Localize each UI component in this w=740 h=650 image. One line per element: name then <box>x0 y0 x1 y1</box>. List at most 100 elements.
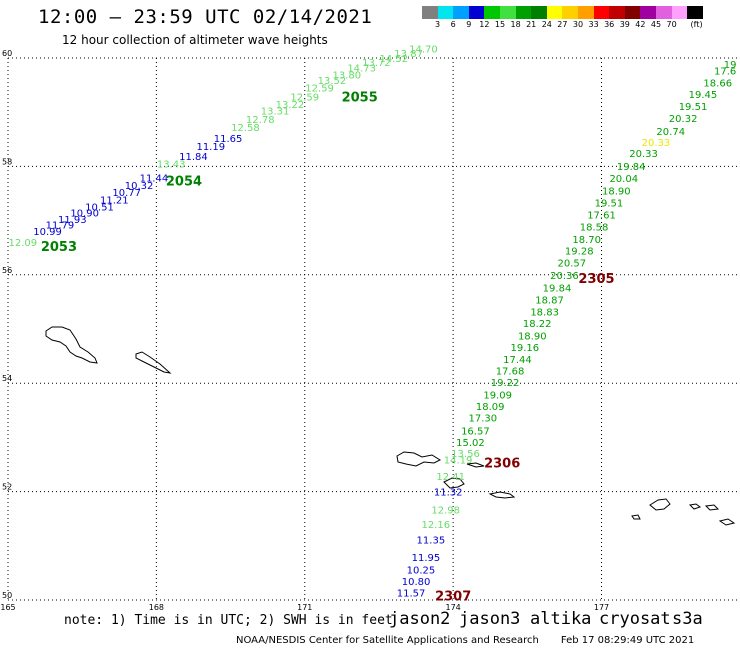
wave-height-label: 10.51 <box>85 202 114 213</box>
color-scale-label: 33 <box>588 20 599 29</box>
lon-tick-label: 171 <box>297 603 312 612</box>
color-scale-label: 45 <box>650 20 662 29</box>
color-scale-cell <box>671 6 688 19</box>
wave-height-label: 19.28 <box>565 247 594 258</box>
color-scale-cell <box>687 6 703 19</box>
map-subtitle: 12 hour collection of altimeter wave hei… <box>62 33 328 47</box>
wave-height-label: 12.59 <box>305 84 334 95</box>
pass-hour-label: 2055 <box>342 91 378 106</box>
credit-source: NOAA/NESDIS Center for Satellite Applica… <box>236 635 539 646</box>
wave-height-label: 20.33 <box>629 149 658 160</box>
wave-height-label: 12.41 <box>436 472 465 483</box>
wave-height-label: 12.78 <box>246 115 275 126</box>
color-scale-cell <box>609 6 625 19</box>
color-scale-label: 21 <box>526 20 537 29</box>
axis-ticks: 60 58 56 54 52 50 165 168 171 174 177 <box>0 49 609 612</box>
wave-height-label: 11.84 <box>179 152 208 163</box>
coastlines <box>45 326 736 526</box>
wave-height-label: 12.58 <box>231 123 260 134</box>
track-2306: 19.8418.8718.8318.2218.9019.1617.4417.68… <box>444 284 572 467</box>
wave-height-label: 13.31 <box>261 106 290 117</box>
color-scale-label: 70 <box>666 20 677 29</box>
legend-s3a: s3a <box>672 609 703 629</box>
wave-height-label: 16.57 <box>461 427 490 438</box>
island-rat-2 <box>688 503 702 510</box>
wave-height-label: 10.32 <box>125 181 154 192</box>
pass-hour-label: 2306 <box>484 456 520 471</box>
wave-height-label: 14.52 <box>379 54 408 65</box>
wave-height-label: 12.98 <box>431 505 460 516</box>
island-amchitka <box>488 491 516 499</box>
color-scale-label: 27 <box>557 20 568 29</box>
track-2054: 10.9911.7911.9310.9010.5111.2110.7710.32… <box>33 174 168 239</box>
pass-hour-label: 2305 <box>578 272 614 287</box>
color-scale-label: 12 <box>479 20 490 29</box>
wave-height-label: 19.51 <box>679 102 708 113</box>
wave-height-label: 20.04 <box>609 174 638 185</box>
wave-height-label: 20.57 <box>558 259 587 270</box>
wave-height-label: 17.30 <box>468 414 497 425</box>
wave-height-label: 18.83 <box>530 307 559 318</box>
track-2053: 12.09 <box>9 238 38 249</box>
wave-height-label: 10.25 <box>407 565 436 576</box>
color-scale-cell <box>624 6 641 19</box>
color-scale-labels: 3 6 9 12 15 18 21 24 27 30 33 36 39 42 45 70 (ft) <box>422 20 740 32</box>
wave-height-label: 18.90 <box>602 187 631 198</box>
color-scale-label: 15 <box>494 20 506 29</box>
pass-hour-label: 2307 <box>435 590 471 605</box>
color-scale-cell <box>531 6 547 19</box>
color-scale-cell <box>484 6 500 19</box>
color-scale-cell <box>437 6 454 19</box>
wave-height-label: 14.70 <box>409 45 438 56</box>
wave-height-label: 13.56 <box>451 449 480 460</box>
track-2055: 13.4311.8411.1911.6512.5812.7813.3113.22… <box>157 45 438 171</box>
wave-height-label: 18.70 <box>572 235 601 246</box>
wave-height-label: 11.79 <box>46 221 75 232</box>
lat-tick-label: 60 <box>2 49 12 58</box>
wave-height-label: 17.61 <box>587 210 616 221</box>
island-rat-1 <box>649 498 671 511</box>
track-2307: 12.41 11.32 12.98 12.16 11.35 11.9510.2510.80… <box>397 472 465 600</box>
color-scale-cell <box>499 6 516 19</box>
color-scale-label: 18 <box>510 20 521 29</box>
island-rat-5 <box>631 514 641 520</box>
color-scale-cell <box>468 6 485 19</box>
wave-height-label: 19.45 <box>689 90 718 101</box>
wave-height-label: 18.87 <box>535 296 564 307</box>
wave-height-label: 13.22 <box>276 100 305 111</box>
credit-line: NOAA/NESDIS Center for Satellite Applica… <box>236 635 694 646</box>
wave-height-label: 20.32 <box>669 114 698 125</box>
color-scale-cell <box>422 6 438 19</box>
color-scale-cell <box>655 6 672 19</box>
legend-jason2: jason2 <box>389 609 451 629</box>
wave-height-label: 11.21 <box>100 195 129 206</box>
island-rat-3 <box>704 504 720 511</box>
wave-height-label: 14.19 <box>444 455 473 466</box>
wave-height-label: 20.33 <box>642 138 671 149</box>
track-2305: 1917.618.6619.4519.5120.3220.7420.3320.3… <box>550 60 736 282</box>
wave-height-label: 18.22 <box>523 319 552 330</box>
lat-lon-grid <box>7 57 740 601</box>
color-scale-cell <box>577 6 594 19</box>
wave-height-label: 19.84 <box>543 284 572 295</box>
wave-height-label: 20.74 <box>656 127 685 138</box>
wave-height-label: 19.16 <box>511 343 540 354</box>
color-scale-cell <box>515 6 532 19</box>
color-scale-label: 42 <box>635 20 646 29</box>
pass-hour-label: 2053 <box>41 240 77 255</box>
wave-height-label: 10.77 <box>112 188 141 199</box>
wave-height-label: 13.87 <box>394 49 423 60</box>
wave-height-label: 18.09 <box>476 402 505 413</box>
lon-tick-label: 165 <box>0 603 15 612</box>
wave-height-label: 19.84 <box>617 162 646 173</box>
wave-height-label: 19 <box>724 60 737 71</box>
wave-height-label: 18.66 <box>703 79 732 90</box>
lat-tick-label: 56 <box>2 266 12 275</box>
color-scale-cell <box>546 6 563 19</box>
wave-height-label: 11.65 <box>214 134 243 145</box>
wave-height-label: 13.52 <box>318 76 347 87</box>
wave-height-label: 19.22 <box>491 378 520 389</box>
color-scale-label: 3 <box>435 20 441 29</box>
wave-height-label: 11.57 <box>397 589 426 600</box>
island-attu <box>45 326 98 364</box>
